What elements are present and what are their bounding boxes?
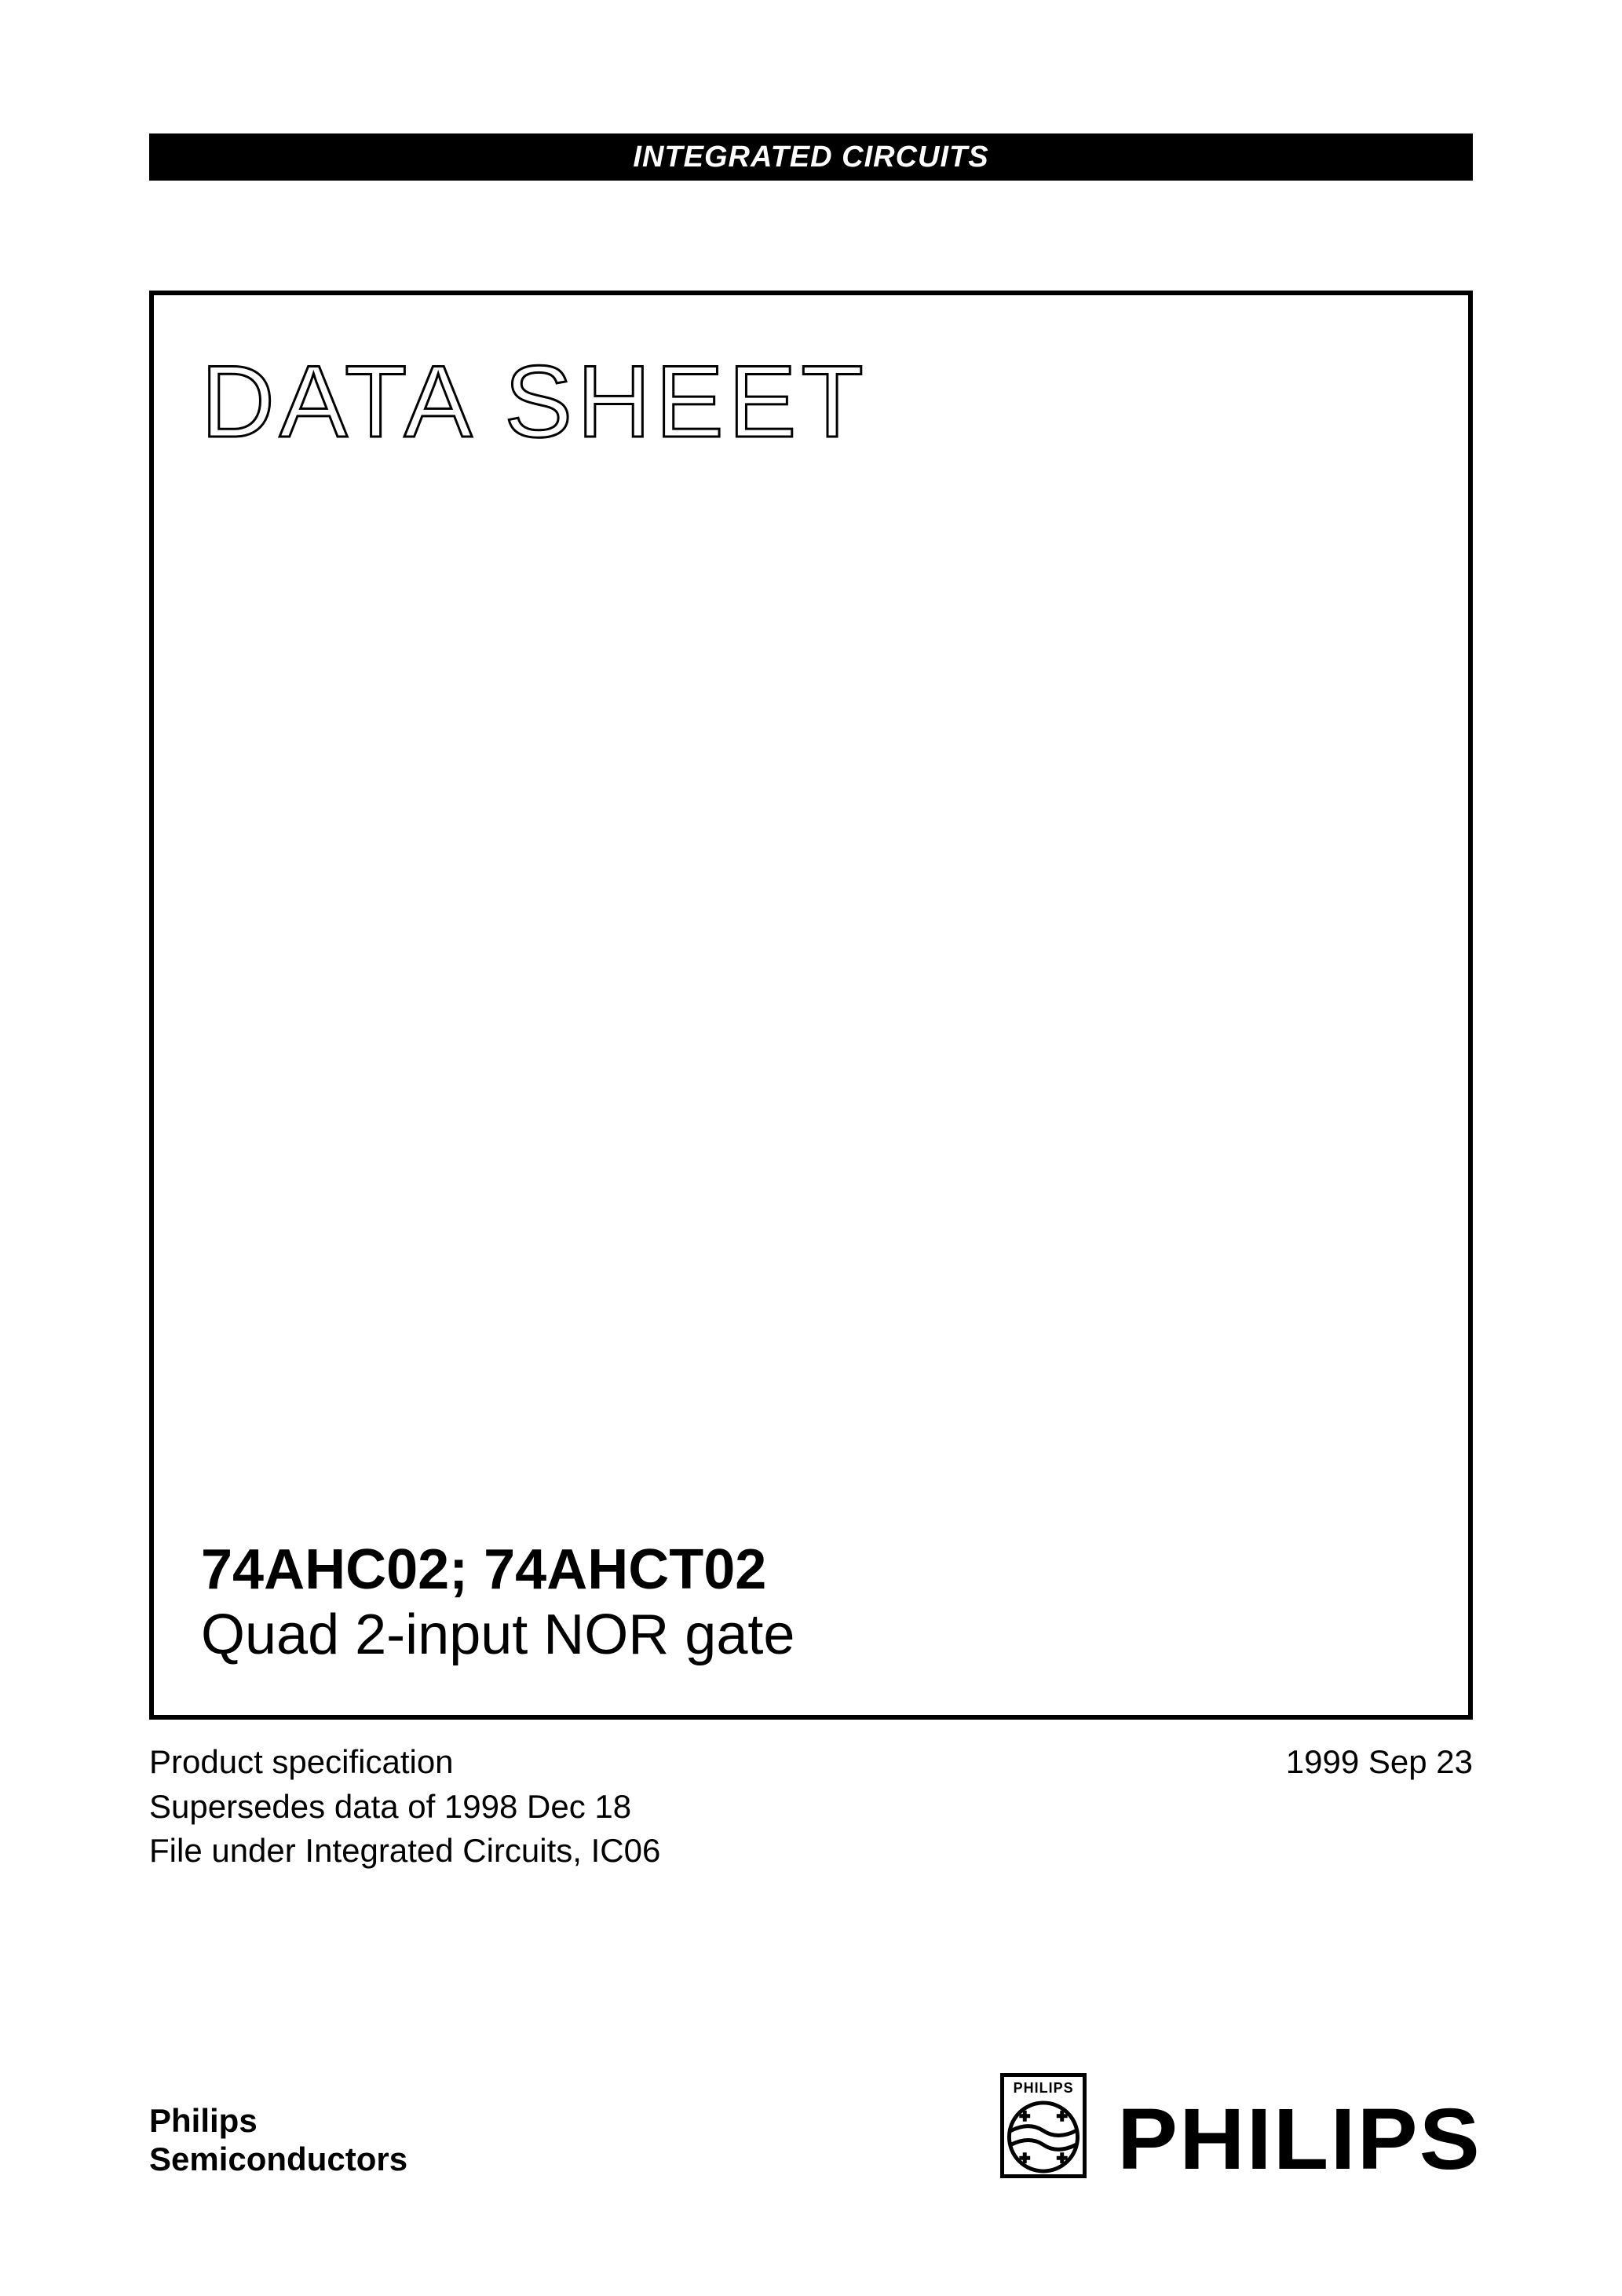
date: 1999 Sep 23 — [1286, 1740, 1473, 1785]
product-block: 74AHC02; 74AHCT02 Quad 2-input NOR gate — [201, 1537, 1421, 1676]
product-description: Quad 2-input NOR gate — [201, 1603, 1421, 1668]
philips-shield-icon: PHILIPS — [1000, 2073, 1087, 2178]
content-frame: DATA SHEET 74AHC02; 74AHCT02 Quad 2-inpu… — [149, 291, 1473, 1720]
category-label: INTEGRATED CIRCUITS — [633, 141, 988, 174]
shield-emblem-icon — [1006, 2100, 1081, 2174]
category-bar: INTEGRATED CIRCUITS — [149, 133, 1473, 181]
file-under: File under Integrated Circuits, IC06 — [149, 1829, 660, 1874]
division-line1: Philips — [149, 2102, 407, 2140]
meta-row: Product specification Supersedes data of… — [149, 1740, 1473, 1874]
spec-type: Product specification — [149, 1740, 660, 1785]
philips-wordmark: PHILIPS — [1117, 2100, 1481, 2178]
footer-right: PHILIPS PHILIPS — [1000, 2073, 1473, 2178]
datasheet-title: DATA SHEET — [201, 350, 1421, 464]
page: INTEGRATED CIRCUITS DATA SHEET 74AHC02; … — [0, 0, 1622, 2296]
supersedes: Supersedes data of 1998 Dec 18 — [149, 1785, 660, 1830]
footer: Philips Semiconductors PHILIPS PHILIPS — [149, 2073, 1473, 2178]
part-number: 74AHC02; 74AHCT02 — [201, 1537, 1421, 1603]
title-outline-text: DATA SHEET — [201, 350, 868, 459]
division-line2: Semiconductors — [149, 2141, 407, 2178]
division-name: Philips Semiconductors — [149, 2102, 407, 2178]
meta-right: 1999 Sep 23 — [1286, 1740, 1473, 1785]
meta-left: Product specification Supersedes data of… — [149, 1740, 660, 1874]
shield-label: PHILIPS — [1014, 2080, 1074, 2097]
